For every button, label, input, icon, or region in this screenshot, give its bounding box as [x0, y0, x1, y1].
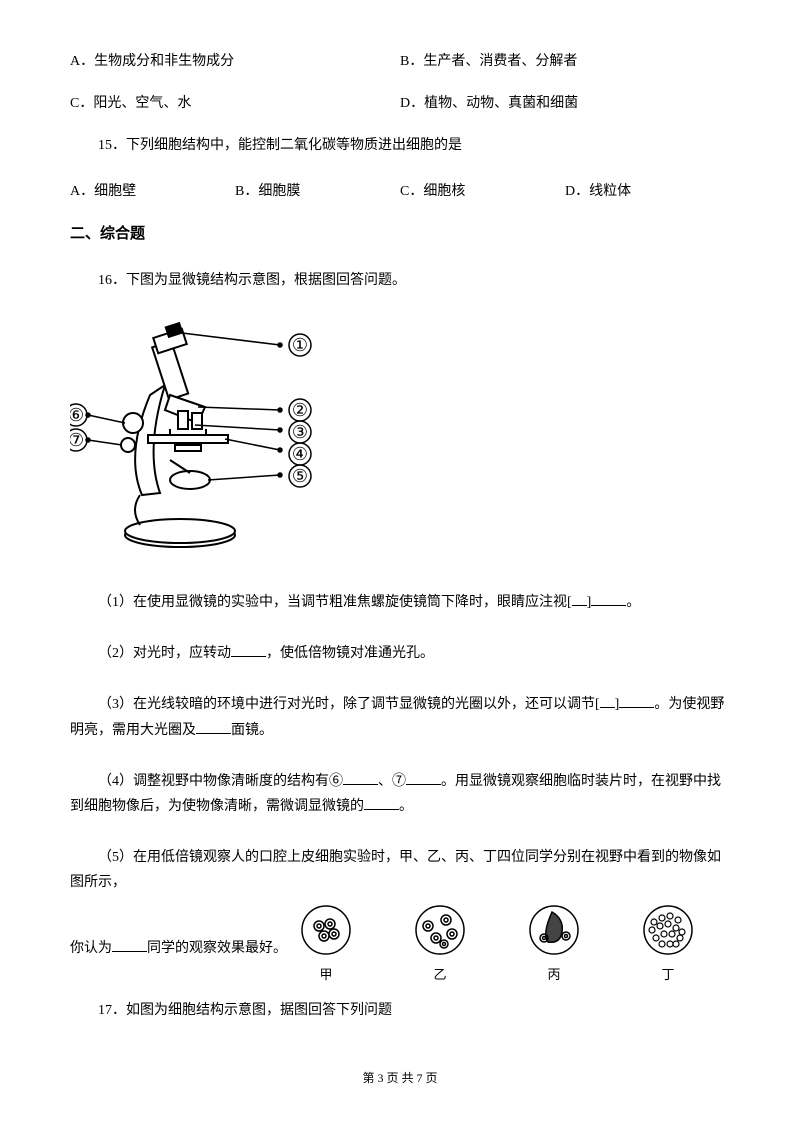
blank: [112, 937, 147, 952]
student-jia: 甲: [294, 904, 358, 983]
q16-sub1: （1）在使用显微镜的实验中，当调节粗准焦螺旋使镜筒下降时，眼睛应注视[]。: [70, 590, 730, 615]
q15-options: A．细胞壁 B．细胞膜 C．细胞核 D．线粒体: [70, 180, 730, 200]
blank: [231, 642, 266, 657]
blank: [591, 591, 626, 606]
q16-sub4: （4）调整视野中物像清晰度的结构有⑥、⑦。用显微镜观察细胞临时装片时，在视野中找…: [70, 769, 730, 819]
student-bing: 丙: [522, 904, 586, 983]
q15-option-d: D．线粒体: [565, 180, 730, 200]
q15-stem: 15．下列细胞结构中，能控制二氧化碳等物质进出细胞的是: [70, 134, 730, 154]
q16-sub3: （3）在光线较暗的环境中进行对光时，除了调节显微镜的光圈以外，还可以调节[]。为…: [70, 692, 730, 742]
q16-sub1-a: （1）在使用显微镜的实验中，当调节粗准焦螺旋使镜筒下降时，眼睛应注视[: [98, 595, 572, 610]
q16-sub5-b: 你认为: [70, 941, 112, 956]
q16-sub4-d: 。: [399, 799, 413, 814]
student-ding: 丁: [636, 904, 700, 983]
microscope-label-4: ④: [292, 444, 308, 464]
option-d: D．植物、动物、真菌和细菌: [400, 92, 730, 112]
q16-sub2-b: ，使低倍物镜对准通光孔。: [266, 646, 434, 661]
blank: [600, 693, 615, 708]
microscope-label-1: ①: [292, 335, 308, 355]
student-figure: 你认为 同学的观察效果最好。 甲: [70, 904, 730, 983]
microscope-label-2: ②: [292, 400, 308, 420]
microscope-label-3: ③: [292, 422, 308, 442]
q15-option-c: C．细胞核: [400, 180, 565, 200]
page-number: 第 3 页 共 7 页: [70, 1069, 730, 1086]
option-b: B．生产者、消费者、分解者: [400, 50, 730, 70]
label-jia: 甲: [319, 964, 332, 983]
prev-options-row-1: A．生物成分和非生物成分 B．生产者、消费者、分解者: [70, 50, 730, 70]
blank: [364, 795, 399, 810]
q16-sub5-c: 同学的观察效果最好。: [147, 941, 287, 956]
microscope-figure: ① ② ③ ④ ⑤ ⑥ ⑦: [70, 315, 730, 560]
student-yi: 乙: [408, 904, 472, 983]
q16-sub4-a: （4）调整视野中物像清晰度的结构有⑥: [98, 774, 343, 789]
blank: [343, 770, 378, 785]
q16-stem: 16．下图为显微镜结构示意图，根据图回答问题。: [70, 269, 730, 289]
section-2-heading: 二、综合题: [70, 222, 730, 243]
q15-option-a: A．细胞壁: [70, 180, 235, 200]
label-bing: 丙: [547, 964, 560, 983]
option-a: A．生物成分和非生物成分: [70, 50, 400, 70]
blank: [196, 719, 231, 734]
q16-sub4-b: 、⑦: [378, 774, 406, 789]
blank: [572, 591, 587, 606]
q16-sub5-line1: （5）在用低倍镜观察人的口腔上皮细胞实验时，甲、乙、丙、丁四位同学分别在视野中看…: [70, 845, 730, 895]
blank: [406, 770, 441, 785]
q16-sub3-a: （3）在光线较暗的环境中进行对光时，除了调节显微镜的光圈以外，还可以调节[: [98, 697, 600, 712]
label-yi: 乙: [433, 964, 446, 983]
option-c: C．阳光、空气、水: [70, 92, 400, 112]
q16-sub2: （2）对光时，应转动 ，使低倍物镜对准通光孔。: [70, 641, 730, 666]
prev-options-row-2: C．阳光、空气、水 D．植物、动物、真菌和细菌: [70, 92, 730, 112]
microscope-label-6: ⑥: [70, 405, 84, 425]
q16-sub3-d: 面镜。: [231, 723, 273, 738]
q16-sub2-a: （2）对光时，应转动: [98, 646, 231, 661]
q17-stem: 17．如图为细胞结构示意图，据图回答下列问题: [70, 999, 730, 1019]
q16-sub1-c: 。: [626, 595, 640, 610]
q15-option-b: B．细胞膜: [235, 180, 400, 200]
label-ding: 丁: [661, 964, 674, 983]
microscope-label-7: ⑦: [70, 430, 84, 450]
microscope-label-5: ⑤: [292, 466, 308, 486]
q16-sub5-a: （5）在用低倍镜观察人的口腔上皮细胞实验时，甲、乙、丙、丁四位同学分别在视野中看…: [70, 850, 721, 890]
blank: [619, 693, 654, 708]
